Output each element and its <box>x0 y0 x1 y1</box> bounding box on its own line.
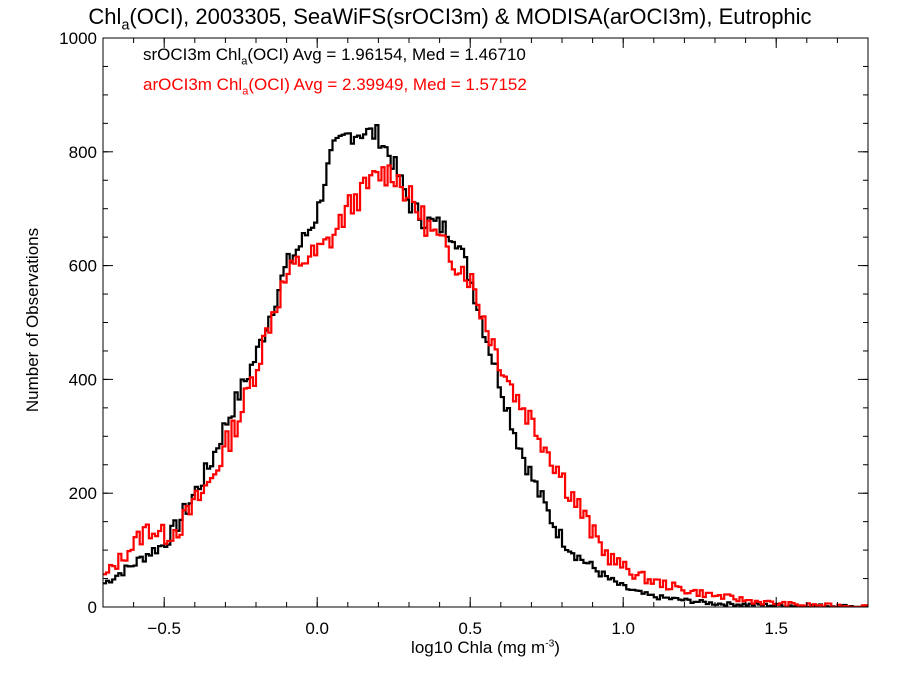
x-tick-label: 0.5 <box>458 619 482 638</box>
x-tick-label: 1.5 <box>764 619 788 638</box>
y-tick-label: 1000 <box>59 29 97 48</box>
x-tick-label: 0.0 <box>305 619 329 638</box>
y-tick-label: 0 <box>88 598 97 617</box>
y-tick-label: 200 <box>69 484 97 503</box>
x-axis-label: log10 Chla (mg m-3) <box>411 638 560 657</box>
legend-entry-sroci3m: srOCI3m Chla(OCI) Avg = 1.96154, Med = 1… <box>143 45 526 68</box>
y-tick-label: 600 <box>69 257 97 276</box>
y-tick-label: 800 <box>69 143 97 162</box>
series-line-1 <box>103 164 868 607</box>
chart-title: Chla(OCI), 2003305, SeaWiFS(srOCI3m) & M… <box>88 4 812 34</box>
legend-entry-aroci3m: arOCI3m Chla(OCI) Avg = 2.39949, Med = 1… <box>143 75 527 98</box>
x-tick-label: −0.5 <box>147 619 181 638</box>
y-axis-label: Number of Observations <box>23 227 42 413</box>
y-tick-label: 400 <box>69 370 97 389</box>
x-tick-label: 1.0 <box>611 619 635 638</box>
series-line-0 <box>103 124 868 607</box>
